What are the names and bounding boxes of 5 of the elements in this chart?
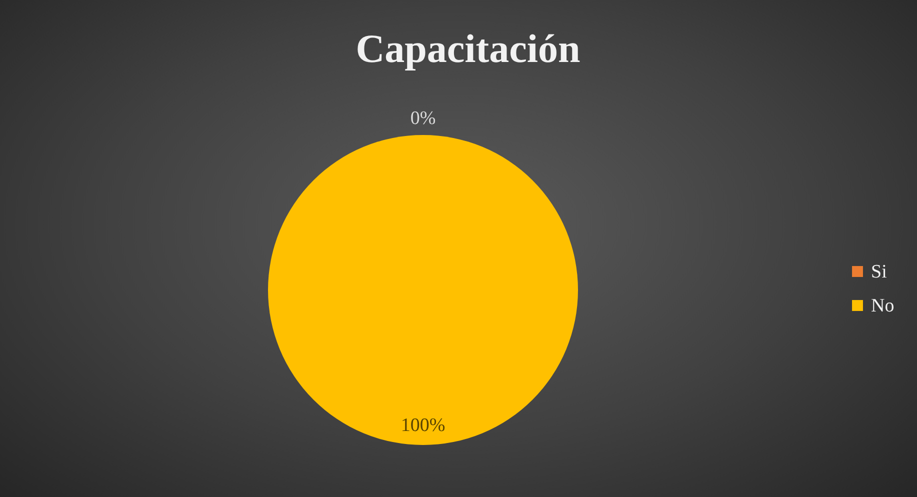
- chart-title: Capacitación: [356, 26, 580, 71]
- legend-label: Si: [871, 262, 887, 282]
- legend-label: No: [871, 296, 894, 316]
- data-label: 100%: [400, 415, 446, 436]
- text: 0%: [410, 108, 436, 129]
